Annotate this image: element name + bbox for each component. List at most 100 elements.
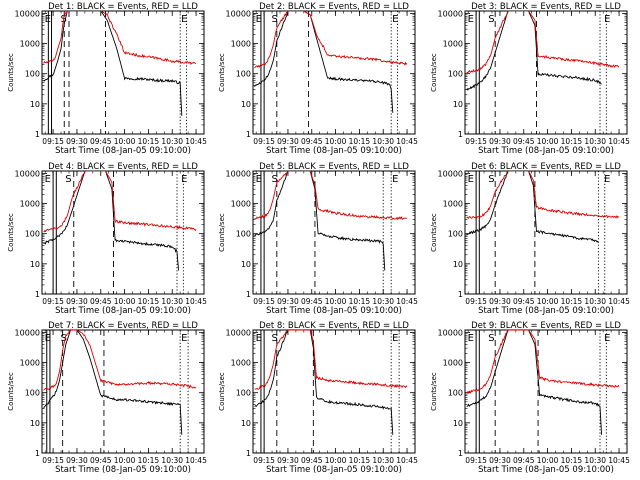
chart-title: Det 6: BLACK = Events, RED = LLD bbox=[471, 162, 621, 172]
x-tick-label: 10:45 bbox=[185, 137, 207, 146]
x-tick-label: 09:15 bbox=[465, 297, 487, 306]
series-line-lld bbox=[466, 171, 620, 219]
y-tick-label: 100 bbox=[25, 230, 40, 239]
x-tick-label: 09:15 bbox=[42, 137, 64, 146]
x-tick-label: 10:15 bbox=[138, 297, 160, 306]
x-axis-label: Start Time (08-Jan-05 09:10:00) bbox=[266, 306, 402, 316]
y-tick-label: 1000 bbox=[443, 200, 463, 209]
chart-title: Det 8: BLACK = Events, RED = LLD bbox=[259, 321, 409, 331]
series-line-lld bbox=[254, 171, 408, 221]
y-tick-label: 1 bbox=[246, 130, 251, 139]
chart-panel-det-1: Det 1: BLACK = Events, RED = LLD 1 10 100 10… bbox=[7, 2, 207, 156]
x-tick-label: 10:45 bbox=[608, 456, 630, 465]
y-tick-label: 10000 bbox=[438, 9, 463, 18]
y-axis-label: Counts/sec bbox=[430, 53, 438, 92]
series-line-events bbox=[466, 171, 599, 244]
chart-title: Det 9: BLACK = Events, RED = LLD bbox=[471, 321, 621, 331]
x-tick-label: 10:15 bbox=[349, 297, 371, 306]
series-line-events bbox=[466, 11, 602, 91]
x-tick-label: 09:45 bbox=[301, 137, 323, 146]
y-tick-label: 1000 bbox=[20, 40, 40, 49]
series-line-events bbox=[466, 330, 603, 435]
x-axis-label: Start Time (08-Jan-05 09:10:00) bbox=[478, 306, 614, 316]
x-tick-label: 10:00 bbox=[114, 297, 136, 306]
y-tick-label: 1000 bbox=[443, 359, 463, 368]
plot-frame bbox=[252, 10, 416, 135]
y-tick-label: 1000 bbox=[231, 40, 251, 49]
chart-panel-det-6: Det 6: BLACK = Events, RED = LLD 1 10 100 10… bbox=[430, 162, 630, 316]
region-label: E bbox=[468, 174, 474, 185]
y-tick-label: 1 bbox=[35, 130, 40, 139]
y-tick-label: 100 bbox=[25, 70, 40, 79]
region-label: E bbox=[468, 14, 474, 25]
y-tick-label: 1000 bbox=[20, 359, 40, 368]
x-tick-label: 10:30 bbox=[584, 456, 606, 465]
plot-frame bbox=[464, 329, 628, 454]
plot-frame bbox=[41, 170, 205, 295]
chart-panel-det-9: Det 9: BLACK = Events, RED = LLD 1 10 100 10… bbox=[430, 321, 630, 475]
y-axis-label: Counts/sec bbox=[7, 372, 15, 411]
x-tick-label: 10:15 bbox=[561, 456, 583, 465]
y-tick-label: 100 bbox=[448, 70, 463, 79]
plot-frame bbox=[464, 10, 628, 135]
chart-panel-det-4: Det 4: BLACK = Events, RED = LLD 1 10 100 10… bbox=[7, 162, 207, 316]
x-tick-label: 10:15 bbox=[349, 137, 371, 146]
x-tick-label: 09:15 bbox=[42, 456, 64, 465]
x-tick-label: 10:15 bbox=[561, 297, 583, 306]
x-tick-label: 10:45 bbox=[396, 456, 418, 465]
x-tick-label: 09:30 bbox=[277, 297, 299, 306]
series-line-events bbox=[254, 330, 394, 435]
x-tick-label: 10:30 bbox=[161, 297, 183, 306]
x-tick-label: 10:00 bbox=[325, 456, 347, 465]
y-tick-label: 100 bbox=[236, 389, 251, 398]
x-tick-label: 10:00 bbox=[537, 456, 559, 465]
y-tick-label: 10 bbox=[453, 260, 463, 269]
y-tick-label: 10 bbox=[241, 100, 251, 109]
y-tick-label: 10 bbox=[30, 419, 40, 428]
series-line-lld bbox=[43, 171, 197, 233]
series-line-events bbox=[43, 171, 180, 271]
series-line-lld bbox=[466, 11, 620, 74]
region-label: E bbox=[181, 174, 187, 185]
x-tick-label: 09:15 bbox=[253, 137, 275, 146]
region-label: S bbox=[271, 333, 277, 344]
y-axis-label: Counts/sec bbox=[218, 213, 226, 252]
x-tick-label: 09:15 bbox=[42, 297, 64, 306]
series-line-lld bbox=[254, 11, 408, 69]
x-tick-label: 10:15 bbox=[561, 137, 583, 146]
x-tick-label: 10:00 bbox=[537, 297, 559, 306]
region-label: E bbox=[256, 14, 262, 25]
x-tick-label: 09:30 bbox=[489, 456, 511, 465]
x-tick-label: 10:45 bbox=[396, 297, 418, 306]
y-axis-label: Counts/sec bbox=[7, 53, 15, 92]
x-tick-label: 09:45 bbox=[90, 297, 112, 306]
x-axis-label: Start Time (08-Jan-05 09:10:00) bbox=[266, 146, 402, 156]
x-tick-label: 10:30 bbox=[584, 297, 606, 306]
region-label: S bbox=[488, 14, 494, 25]
region-label: S bbox=[271, 14, 277, 25]
x-tick-label: 10:30 bbox=[372, 456, 394, 465]
x-tick-label: 09:15 bbox=[465, 456, 487, 465]
x-tick-label: 09:30 bbox=[66, 137, 88, 146]
x-tick-label: 09:30 bbox=[277, 456, 299, 465]
x-tick-label: 10:45 bbox=[396, 137, 418, 146]
region-label: E bbox=[181, 14, 187, 25]
y-tick-label: 10000 bbox=[15, 328, 40, 337]
region-label: E bbox=[392, 14, 398, 25]
region-label: S bbox=[488, 174, 494, 185]
x-tick-label: 10:15 bbox=[138, 456, 160, 465]
series-line-lld bbox=[43, 330, 197, 391]
chart-panel-det-3: Det 3: BLACK = Events, RED = LLD 1 10 100 10… bbox=[430, 2, 630, 156]
chart-title: Det 3: BLACK = Events, RED = LLD bbox=[471, 2, 621, 12]
series-line-events bbox=[254, 171, 386, 271]
region-label: E bbox=[256, 174, 262, 185]
chart-title: Det 4: BLACK = Events, RED = LLD bbox=[48, 162, 198, 172]
plot-frame bbox=[252, 170, 416, 295]
y-axis-label: Counts/sec bbox=[7, 213, 15, 252]
y-tick-label: 10000 bbox=[226, 328, 251, 337]
x-tick-label: 09:30 bbox=[66, 297, 88, 306]
y-tick-label: 10000 bbox=[226, 9, 251, 18]
x-tick-label: 10:15 bbox=[349, 456, 371, 465]
y-tick-label: 10 bbox=[241, 419, 251, 428]
y-tick-label: 1 bbox=[246, 449, 251, 458]
